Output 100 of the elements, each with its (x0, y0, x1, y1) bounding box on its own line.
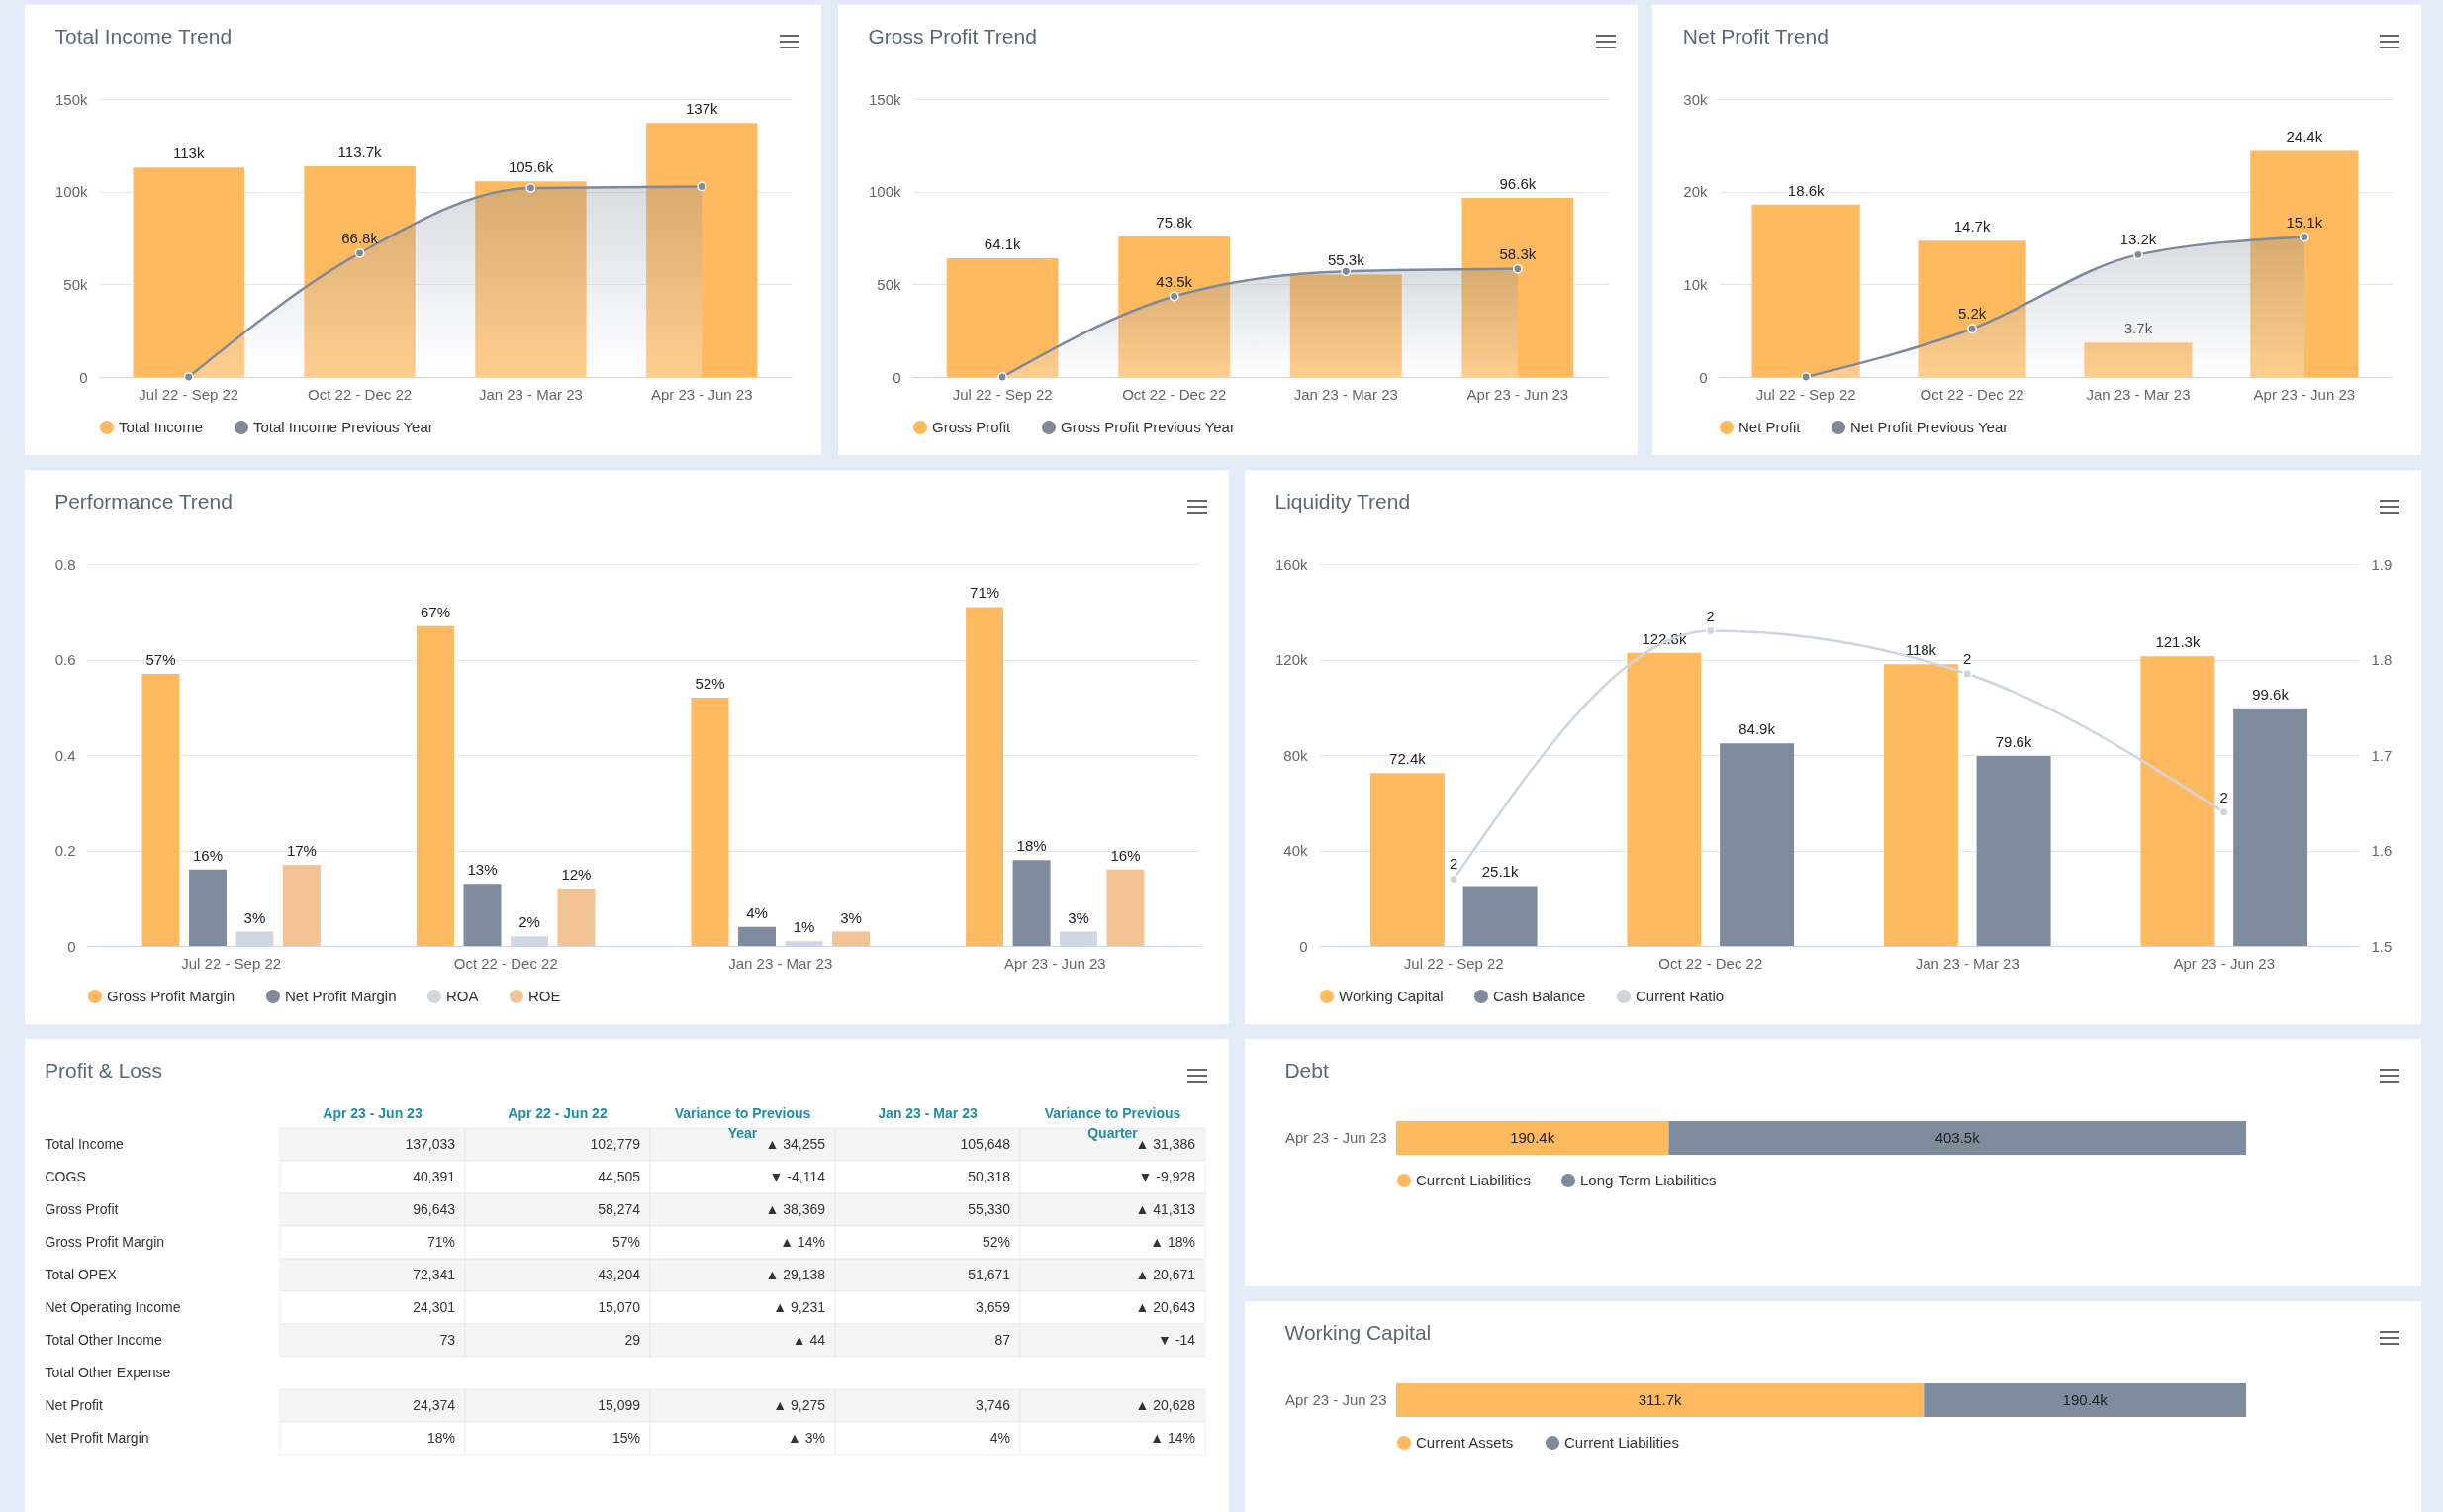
data-label: 4% (989, 1429, 1010, 1446)
legend-label: ROA (446, 988, 479, 1004)
y-tick-label: 0 (1299, 937, 1308, 955)
y-tick-label: 100k (54, 183, 88, 201)
x-tick-label: Oct 22 - Dec 22 (1658, 954, 1763, 972)
bar (831, 931, 870, 946)
y2-tick-label: 1.8 (2371, 651, 2393, 668)
data-label: 15.1k (2286, 213, 2323, 231)
x-tick-label: Jan 23 - Mar 23 (478, 385, 583, 403)
y-tick-label: Total Other Expense (45, 1364, 171, 1380)
data-label: 105.6k (508, 158, 554, 176)
data-label: 13.2k (2119, 231, 2157, 248)
data-label: 121.3k (2155, 633, 2201, 651)
data-label: 57% (611, 1233, 640, 1250)
y-tick-label: 0.8 (54, 555, 76, 573)
data-label: 16% (192, 846, 223, 864)
legend-label: Current Liabilities (1416, 1172, 1531, 1188)
data-label: 3% (840, 908, 862, 926)
data-label: 40,391 (413, 1168, 456, 1184)
data-label: 113.7k (337, 143, 383, 160)
x-tick-label: Apr 23 - Jun 23 (2253, 385, 2356, 403)
data-label: ▲ 14% (780, 1233, 825, 1250)
data-label: 55.3k (1327, 251, 1365, 269)
data-label: 137,033 (405, 1135, 456, 1152)
data-label: 50,318 (968, 1168, 1011, 1184)
y-tick-label: 20k (1683, 183, 1708, 201)
data-label: 66.8k (341, 229, 379, 246)
data-label: 72,341 (413, 1266, 456, 1282)
y2-tick-label: 1.5 (2371, 937, 2393, 955)
x-tick-label: Oct 22 - Dec 22 (308, 385, 413, 403)
point (1962, 669, 1973, 679)
legend-label: Gross Profit (932, 419, 1012, 435)
y-tick-label: COGS (45, 1168, 86, 1184)
point (354, 247, 365, 258)
chart-title: Total Income Trend (54, 25, 233, 47)
data-label: ▲ 20,628 (1135, 1396, 1196, 1413)
legend-label: Net Profit Previous Year (1850, 419, 2009, 435)
bar (646, 123, 758, 377)
data-label: ▲ 29,138 (765, 1266, 826, 1282)
text: Profit & Loss (45, 1059, 163, 1082)
bar (463, 884, 502, 946)
data-label: 72.4k (1389, 750, 1427, 768)
data-label: 311.7k (1638, 1391, 1683, 1408)
y2-tick-label: 1.9 (2371, 555, 2393, 573)
point (1341, 266, 1352, 277)
bar (691, 698, 729, 946)
data-label: 87 (994, 1331, 1011, 1348)
bar (738, 926, 777, 946)
y-tick-label: Net Profit (45, 1396, 103, 1413)
chart-title: Working Capital (1284, 1321, 1432, 1344)
bar (1012, 860, 1051, 946)
data-label: 16% (1110, 846, 1141, 864)
y-tick-label: Gross Profit Margin (45, 1233, 165, 1250)
x-tick-label: Jul 22 - Sep 22 (181, 954, 282, 972)
data-label: 99.6k (2252, 685, 2290, 703)
legend-label: Current Assets (1416, 1434, 1514, 1451)
point (1169, 291, 1179, 302)
bar (1369, 773, 1445, 946)
data-label: 2 (1706, 607, 1715, 624)
legend-label: Cash Balance (1493, 988, 1586, 1004)
x-tick-label: Jan 23 - Mar 23 (1915, 954, 2020, 972)
data-label: ▲ 9,275 (773, 1396, 826, 1413)
x-tick-label: Apr 22 - Jun 22 (508, 1104, 608, 1121)
y-tick-label: 150k (54, 90, 88, 108)
data-label: 43.5k (1156, 272, 1193, 290)
point (997, 372, 1008, 382)
x-tick-label: Jan 23 - Mar 23 (878, 1104, 978, 1121)
y-tick-label: 120k (1274, 651, 1308, 668)
y2-tick-label: 1.6 (2371, 842, 2393, 859)
legend-label: Working Capital (1339, 988, 1444, 1004)
data-label: 43,204 (598, 1266, 641, 1282)
data-label: ▼ -14 (1158, 1331, 1196, 1348)
x-tick-label: Apr 23 - Jun 23 (2173, 954, 2276, 972)
x-tick-label: Oct 22 - Dec 22 (1920, 385, 2024, 403)
bar (475, 181, 587, 377)
data-label: 57% (145, 650, 176, 668)
data-label: 55,330 (968, 1200, 1011, 1217)
data-label: 58.3k (1499, 244, 1537, 262)
bar (417, 625, 455, 946)
y-tick-label: Total OPEX (45, 1266, 118, 1282)
data-label: ▲ 20,671 (1135, 1266, 1196, 1282)
data-label: 51,671 (968, 1266, 1011, 1282)
data-label: 2 (2219, 788, 2228, 805)
x-tick-label: Apr 23 - Jun 23 (1004, 954, 1106, 972)
data-label: 71% (426, 1233, 455, 1250)
data-label: 15% (611, 1429, 640, 1446)
legend-label: Gross Profit Margin (107, 988, 235, 1004)
bar (2140, 656, 2215, 946)
bar (1883, 664, 1958, 946)
data-label: 105,648 (960, 1135, 1011, 1152)
legend-label: Current Ratio (1636, 988, 1725, 1004)
x-tick-label: Jul 22 - Sep 22 (1403, 954, 1504, 972)
data-label: 14.7k (1953, 218, 1991, 236)
data-label: 67% (421, 603, 451, 620)
x-tick-label: Jan 23 - Mar 23 (728, 954, 833, 972)
data-label: ▼ -4,114 (769, 1168, 826, 1184)
bar (1289, 274, 1402, 377)
data-label: 96,643 (413, 1200, 456, 1217)
data-label: 3.7k (2123, 320, 2153, 337)
data-label: 29 (624, 1331, 641, 1348)
